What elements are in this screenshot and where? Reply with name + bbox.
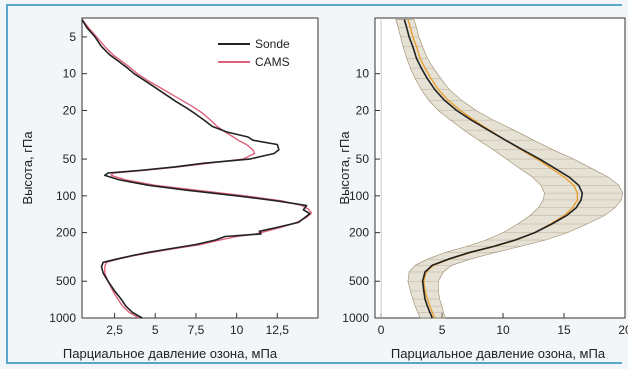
left-y-tick-label: 500 xyxy=(56,274,76,288)
right-y-tick-label: 10 xyxy=(356,67,370,81)
right-y-tick-label: 50 xyxy=(356,152,370,166)
right-y-tick-label: 100 xyxy=(349,189,369,203)
left-y-tick-label: 1000 xyxy=(49,311,76,325)
right-y-tick-label: 1000 xyxy=(342,311,369,325)
left-y-tick-label: 100 xyxy=(56,189,76,203)
left-y-tick-label: 10 xyxy=(63,67,77,81)
right-x-tick-label: 0 xyxy=(378,323,385,337)
left-y-tick-label: 200 xyxy=(56,226,76,240)
right-y-tick-label: 200 xyxy=(349,226,369,240)
legend-label-cams: CAMS xyxy=(255,55,290,69)
right-y-tick-label: 500 xyxy=(349,274,369,288)
right-x-axis-label: Парциальное давление озона, мПа xyxy=(391,346,606,361)
right-series-group xyxy=(380,18,623,319)
left-series-group xyxy=(81,19,313,319)
right-panel: 0 5 10 15 20 10 20 50 100 200 500 1000 Парциальное … xyxy=(337,17,628,361)
right-y-tick-label: 20 xyxy=(356,103,370,117)
left-x-tick-label: 12,5 xyxy=(266,323,290,337)
left-ticks: 2,5 5 7,5 10 12,5 5 10 20 50 100 200 500 1000 xyxy=(49,30,289,337)
left-y-tick-label: 20 xyxy=(63,103,77,117)
legend-label-sonde: Sonde xyxy=(255,37,290,51)
left-plot-area xyxy=(81,17,319,319)
legend: Sonde CAMS xyxy=(218,37,290,69)
right-series-line-1 xyxy=(407,19,579,319)
right-x-tick-label: 20 xyxy=(618,323,628,337)
left-x-tick-label: 7,5 xyxy=(188,323,205,337)
left-x-tick-label: 10 xyxy=(230,323,244,337)
left-panel: 2,5 5 7,5 10 12,5 5 10 20 50 100 200 500 1000 Sonde … xyxy=(20,17,319,361)
right-x-tick-label: 5 xyxy=(439,323,446,337)
left-y-axis-label: Высота, гПа xyxy=(20,131,35,205)
right-ticks: 0 5 10 15 20 10 20 50 100 200 500 1000 xyxy=(342,67,628,337)
figure-frame xyxy=(6,4,622,364)
left-x-axis-label: Парциальное давление озона, мПа xyxy=(63,346,278,361)
right-x-tick-label: 10 xyxy=(496,323,510,337)
left-y-tick-label: 5 xyxy=(69,30,76,44)
left-x-tick-label: 5 xyxy=(152,323,159,337)
right-series-line-0 xyxy=(403,19,584,319)
right-y-axis-label: Высота, гПа xyxy=(337,131,352,205)
left-x-tick-label: 2,5 xyxy=(106,323,123,337)
right-x-tick-label: 15 xyxy=(557,323,571,337)
left-y-tick-label: 50 xyxy=(63,152,77,166)
left-series-line-sonde xyxy=(81,19,311,319)
